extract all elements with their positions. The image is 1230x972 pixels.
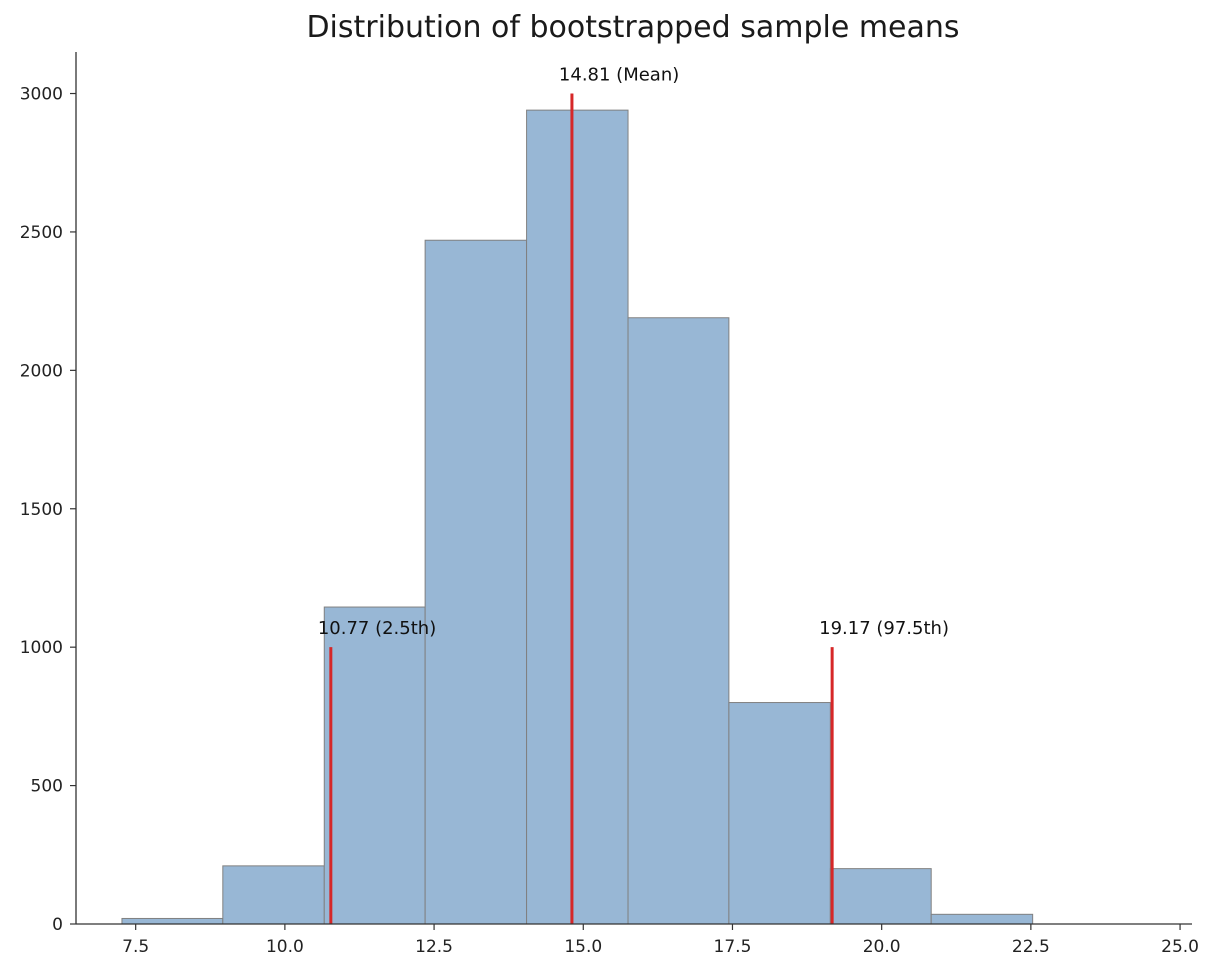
x-tick-label: 12.5 xyxy=(415,937,453,957)
y-tick-label: 3000 xyxy=(20,85,63,105)
x-tick-label: 15.0 xyxy=(564,937,602,957)
histogram-bar-6 xyxy=(627,317,730,925)
histogram-bar-4 xyxy=(424,239,528,925)
percentile-lines xyxy=(329,93,834,924)
x-tick-label: 22.5 xyxy=(1012,937,1050,957)
x-tick-label: 10.0 xyxy=(266,937,304,957)
histogram-bar-1 xyxy=(121,917,224,925)
histogram-bar-7 xyxy=(728,702,831,925)
histogram-bars xyxy=(121,109,1034,925)
y-tick-label: 2500 xyxy=(20,223,63,243)
x-tick-label: 7.5 xyxy=(122,937,149,957)
chart-axes: 7.5 10.0 12.5 15.0 17.5 20.0 22.5 25.0 0 500 1000 1… xyxy=(20,52,1199,957)
lower-percentile-label: 10.77 (2.5th) xyxy=(318,618,436,639)
chart-title: Distribution of bootstrapped sample mean… xyxy=(306,10,960,45)
x-tick-label: 17.5 xyxy=(714,937,752,957)
histogram-bar-8 xyxy=(829,868,932,925)
y-tick-label: 2000 xyxy=(20,361,63,381)
y-tick-label: 1500 xyxy=(20,500,63,520)
y-tick-label: 0 xyxy=(52,915,63,935)
x-tick-label: 25.0 xyxy=(1161,937,1199,957)
mean-label: 14.81 (Mean) xyxy=(559,65,679,86)
upper-percentile-label: 19.17 (97.5th) xyxy=(819,618,949,639)
histogram-bar-5 xyxy=(526,109,629,925)
x-tick-label: 20.0 xyxy=(863,937,901,957)
y-tick-label: 500 xyxy=(31,777,63,797)
histogram-bar-9 xyxy=(930,913,1034,925)
histogram-bar-3 xyxy=(323,606,426,925)
line-annotations: 10.77 (2.5th) 14.81 (Mean) 19.17 (97.5th) xyxy=(318,65,949,640)
histogram-bar-2 xyxy=(222,865,325,925)
y-tick-label: 1000 xyxy=(20,638,63,658)
